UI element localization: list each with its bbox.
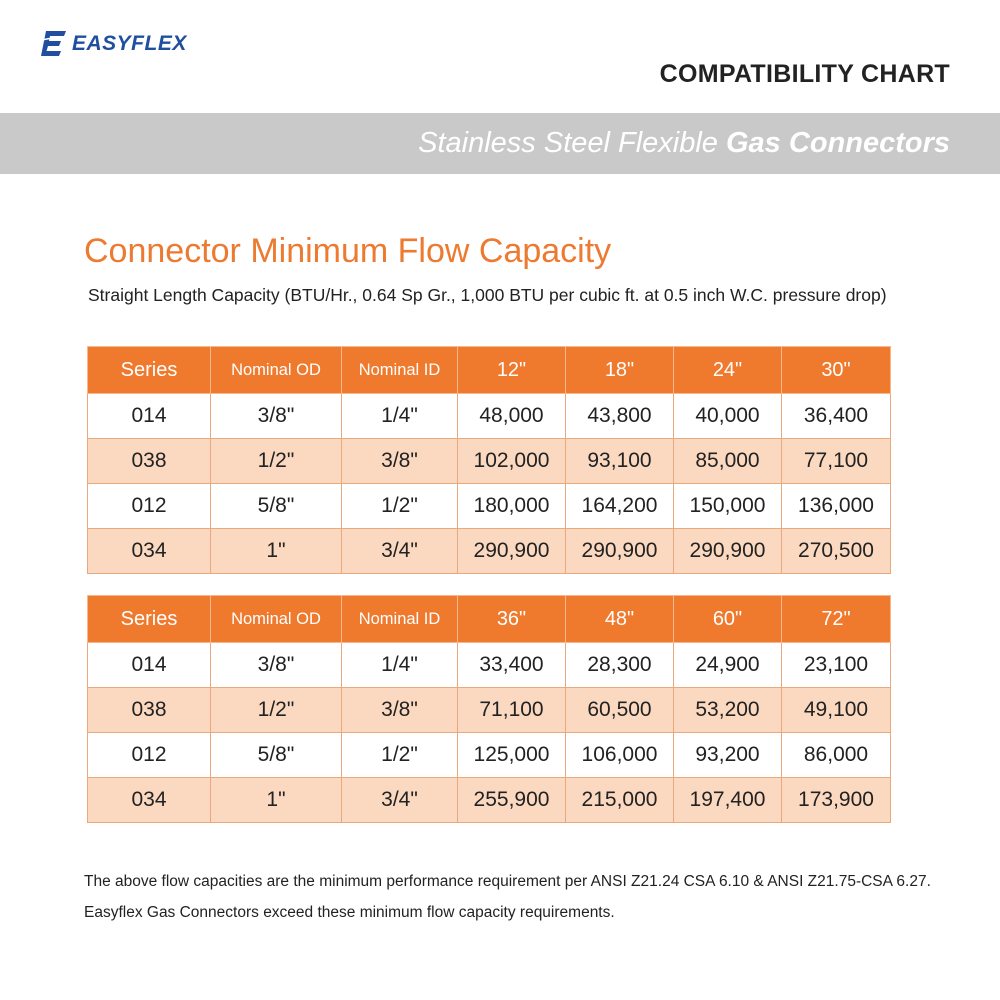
table-cell: 93,200 bbox=[673, 732, 782, 778]
table-row: 034 1" 3/4" 290,900 290,900 290,900 270,… bbox=[87, 528, 891, 574]
table-row: 012 5/8" 1/2" 125,000 106,000 93,200 86,… bbox=[87, 732, 891, 778]
table-cell: 197,400 bbox=[673, 777, 782, 823]
column-header: 24" bbox=[673, 346, 782, 394]
column-header: Nominal ID bbox=[341, 346, 458, 394]
column-header: 12" bbox=[457, 346, 566, 394]
table-row: 012 5/8" 1/2" 180,000 164,200 150,000 13… bbox=[87, 483, 891, 529]
column-header: Series bbox=[87, 595, 211, 643]
table-cell: 53,200 bbox=[673, 687, 782, 733]
banner-text-light: Stainless Steel Flexible bbox=[418, 127, 726, 159]
table-row: 038 1/2" 3/8" 71,100 60,500 53,200 49,10… bbox=[87, 687, 891, 733]
easyflex-logo: EASYFLEX bbox=[40, 26, 187, 62]
table-cell: 102,000 bbox=[457, 438, 566, 484]
table-row: 034 1" 3/4" 255,900 215,000 197,400 173,… bbox=[87, 777, 891, 823]
table-cell: 5/8" bbox=[210, 483, 342, 529]
table-cell: 5/8" bbox=[210, 732, 342, 778]
footnote: The above flow capacities are the minimu… bbox=[84, 866, 931, 928]
table-cell: 60,500 bbox=[565, 687, 674, 733]
table-cell: 038 bbox=[87, 438, 211, 484]
column-header: 60" bbox=[673, 595, 782, 643]
column-header: 36" bbox=[457, 595, 566, 643]
banner-text-bold: Gas Connectors bbox=[726, 127, 950, 159]
page-title: COMPATIBILITY CHART bbox=[659, 60, 950, 88]
table-cell: 48,000 bbox=[457, 393, 566, 439]
table-cell: 77,100 bbox=[781, 438, 891, 484]
table-cell: 255,900 bbox=[457, 777, 566, 823]
flow-capacity-table-1: Series Nominal OD Nominal ID 12" 18" 24"… bbox=[87, 346, 891, 574]
table-cell: 36,400 bbox=[781, 393, 891, 439]
table-row: 014 3/8" 1/4" 48,000 43,800 40,000 36,40… bbox=[87, 393, 891, 439]
table-cell: 012 bbox=[87, 732, 211, 778]
table-cell: 038 bbox=[87, 687, 211, 733]
table-cell: 3/8" bbox=[341, 687, 458, 733]
table-cell: 164,200 bbox=[565, 483, 674, 529]
table-cell: 136,000 bbox=[781, 483, 891, 529]
product-banner: Stainless Steel Flexible Gas Connectors bbox=[0, 113, 1000, 174]
table-cell: 012 bbox=[87, 483, 211, 529]
column-header: Series bbox=[87, 346, 211, 394]
table-cell: 28,300 bbox=[565, 642, 674, 688]
table-cell: 180,000 bbox=[457, 483, 566, 529]
table-cell: 3/8" bbox=[210, 642, 342, 688]
table-cell: 43,800 bbox=[565, 393, 674, 439]
table-cell: 1/2" bbox=[210, 687, 342, 733]
table-cell: 1" bbox=[210, 777, 342, 823]
table-cell: 106,000 bbox=[565, 732, 674, 778]
footnote-line: Easyflex Gas Connectors exceed these min… bbox=[84, 904, 615, 921]
table-cell: 270,500 bbox=[781, 528, 891, 574]
table-cell: 034 bbox=[87, 777, 211, 823]
table-cell: 150,000 bbox=[673, 483, 782, 529]
table-cell: 33,400 bbox=[457, 642, 566, 688]
table-cell: 49,100 bbox=[781, 687, 891, 733]
table-cell: 014 bbox=[87, 642, 211, 688]
table-cell: 23,100 bbox=[781, 642, 891, 688]
table-cell: 71,100 bbox=[457, 687, 566, 733]
table-cell: 014 bbox=[87, 393, 211, 439]
table-cell: 290,900 bbox=[673, 528, 782, 574]
table-cell: 1/4" bbox=[341, 642, 458, 688]
column-header: Nominal ID bbox=[341, 595, 458, 643]
table-cell: 034 bbox=[87, 528, 211, 574]
table-cell: 86,000 bbox=[781, 732, 891, 778]
banner-text: Stainless Steel Flexible Gas Connectors bbox=[418, 127, 950, 160]
table-cell: 1/2" bbox=[341, 732, 458, 778]
footnote-line: The above flow capacities are the minimu… bbox=[84, 873, 931, 890]
table-cell: 173,900 bbox=[781, 777, 891, 823]
table-cell: 125,000 bbox=[457, 732, 566, 778]
column-header: 48" bbox=[565, 595, 674, 643]
column-header: 30" bbox=[781, 346, 891, 394]
easyflex-e-mark-icon bbox=[41, 31, 66, 56]
table-cell: 93,100 bbox=[565, 438, 674, 484]
table-cell: 1/2" bbox=[341, 483, 458, 529]
table-cell: 40,000 bbox=[673, 393, 782, 439]
table-cell: 24,900 bbox=[673, 642, 782, 688]
flow-capacity-table-2: Series Nominal OD Nominal ID 36" 48" 60"… bbox=[87, 595, 891, 823]
table-cell: 3/8" bbox=[341, 438, 458, 484]
column-header: Nominal OD bbox=[210, 595, 342, 643]
table-cell: 1" bbox=[210, 528, 342, 574]
table-cell: 85,000 bbox=[673, 438, 782, 484]
table-cell: 290,900 bbox=[457, 528, 566, 574]
table-row: 014 3/8" 1/4" 33,400 28,300 24,900 23,10… bbox=[87, 642, 891, 688]
column-header: 72" bbox=[781, 595, 891, 643]
column-header: Nominal OD bbox=[210, 346, 342, 394]
column-header: 18" bbox=[565, 346, 674, 394]
table-cell: 3/8" bbox=[210, 393, 342, 439]
table-header-row: Series Nominal OD Nominal ID 12" 18" 24"… bbox=[87, 346, 891, 394]
table-cell: 1/2" bbox=[210, 438, 342, 484]
table-row: 038 1/2" 3/8" 102,000 93,100 85,000 77,1… bbox=[87, 438, 891, 484]
logo-wordmark: EASYFLEX bbox=[72, 32, 187, 55]
table-cell: 3/4" bbox=[341, 528, 458, 574]
table-cell: 215,000 bbox=[565, 777, 674, 823]
table-cell: 290,900 bbox=[565, 528, 674, 574]
table-cell: 3/4" bbox=[341, 777, 458, 823]
section-subheading: Straight Length Capacity (BTU/Hr., 0.64 … bbox=[88, 285, 887, 305]
table-cell: 1/4" bbox=[341, 393, 458, 439]
table-header-row: Series Nominal OD Nominal ID 36" 48" 60"… bbox=[87, 595, 891, 643]
section-heading: Connector Minimum Flow Capacity bbox=[84, 232, 612, 270]
